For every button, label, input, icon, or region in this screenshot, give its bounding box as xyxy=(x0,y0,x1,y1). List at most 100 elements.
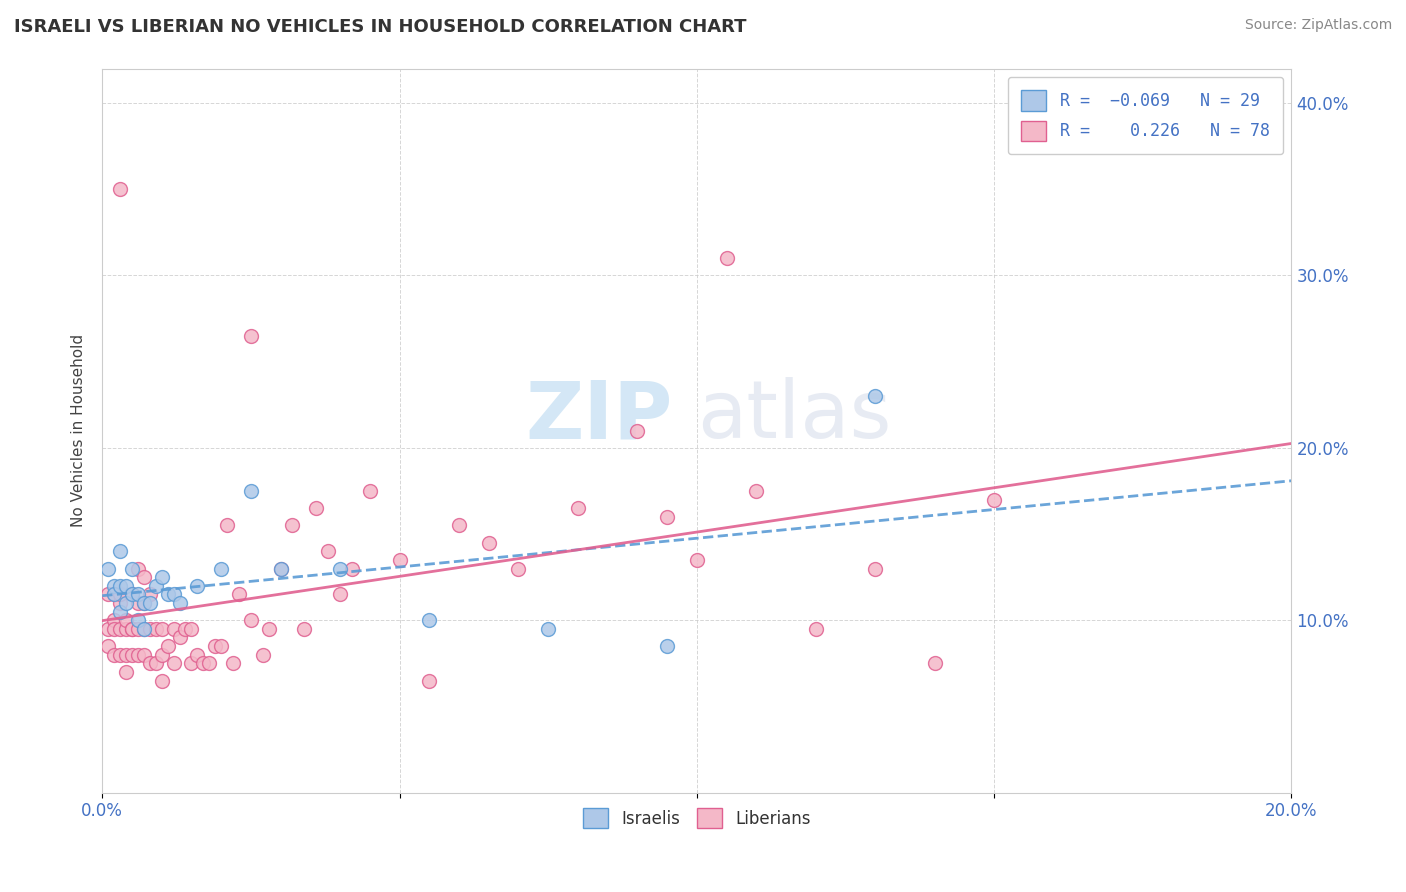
Point xyxy=(169,596,191,610)
Point xyxy=(145,657,167,671)
Point xyxy=(204,639,226,653)
Point xyxy=(127,587,149,601)
Point xyxy=(193,657,215,671)
Point xyxy=(103,648,125,662)
Point xyxy=(108,544,131,558)
Point xyxy=(108,182,131,196)
Point xyxy=(108,622,131,636)
Point xyxy=(103,587,125,601)
Point xyxy=(217,518,239,533)
Point xyxy=(228,587,250,601)
Text: atlas: atlas xyxy=(697,377,891,455)
Point xyxy=(127,613,149,627)
Point xyxy=(103,622,125,636)
Point xyxy=(132,596,155,610)
Point xyxy=(103,579,125,593)
Point xyxy=(115,596,138,610)
Point xyxy=(418,673,440,688)
Point xyxy=(103,613,125,627)
Point xyxy=(169,631,191,645)
Point xyxy=(567,501,589,516)
Point xyxy=(388,553,411,567)
Point xyxy=(121,648,143,662)
Point xyxy=(537,622,560,636)
Point xyxy=(115,622,138,636)
Point xyxy=(745,483,768,498)
Point xyxy=(209,639,232,653)
Point xyxy=(132,648,155,662)
Point xyxy=(252,648,274,662)
Point xyxy=(108,579,131,593)
Point xyxy=(150,648,173,662)
Point xyxy=(198,657,221,671)
Point xyxy=(132,622,155,636)
Point xyxy=(863,561,886,575)
Point xyxy=(121,622,143,636)
Point xyxy=(132,570,155,584)
Text: ZIP: ZIP xyxy=(526,377,673,455)
Point xyxy=(139,596,162,610)
Point xyxy=(508,561,530,575)
Point xyxy=(108,648,131,662)
Point xyxy=(150,622,173,636)
Point xyxy=(127,648,149,662)
Point xyxy=(162,587,184,601)
Point xyxy=(103,587,125,601)
Point xyxy=(150,673,173,688)
Point xyxy=(239,328,262,343)
Point xyxy=(626,424,648,438)
Point xyxy=(447,518,470,533)
Point xyxy=(115,648,138,662)
Point xyxy=(108,605,131,619)
Point xyxy=(121,587,143,601)
Point xyxy=(863,389,886,403)
Point xyxy=(270,561,292,575)
Point xyxy=(305,501,328,516)
Point xyxy=(340,561,363,575)
Point xyxy=(139,622,162,636)
Point xyxy=(121,622,143,636)
Text: Source: ZipAtlas.com: Source: ZipAtlas.com xyxy=(1244,18,1392,32)
Point xyxy=(174,622,197,636)
Point xyxy=(150,570,173,584)
Point xyxy=(115,665,138,679)
Point xyxy=(121,561,143,575)
Point xyxy=(329,561,352,575)
Point xyxy=(209,561,232,575)
Point xyxy=(239,483,262,498)
Point xyxy=(186,648,208,662)
Point xyxy=(983,492,1005,507)
Point xyxy=(239,613,262,627)
Point xyxy=(97,622,120,636)
Point xyxy=(115,579,138,593)
Point xyxy=(329,587,352,601)
Point xyxy=(97,587,120,601)
Point xyxy=(108,587,131,601)
Point xyxy=(127,622,149,636)
Point xyxy=(97,639,120,653)
Point xyxy=(115,613,138,627)
Point xyxy=(121,587,143,601)
Point xyxy=(156,639,179,653)
Point xyxy=(924,657,946,671)
Point xyxy=(162,657,184,671)
Point xyxy=(316,544,339,558)
Legend: Israelis, Liberians: Israelis, Liberians xyxy=(576,801,817,835)
Point xyxy=(145,622,167,636)
Point xyxy=(222,657,245,671)
Point xyxy=(162,622,184,636)
Point xyxy=(292,622,315,636)
Point xyxy=(97,561,120,575)
Point xyxy=(156,587,179,601)
Point xyxy=(145,579,167,593)
Point xyxy=(127,596,149,610)
Point xyxy=(257,622,280,636)
Point xyxy=(804,622,827,636)
Point xyxy=(270,561,292,575)
Point xyxy=(686,553,709,567)
Point xyxy=(108,596,131,610)
Text: ISRAELI VS LIBERIAN NO VEHICLES IN HOUSEHOLD CORRELATION CHART: ISRAELI VS LIBERIAN NO VEHICLES IN HOUSE… xyxy=(14,18,747,36)
Point xyxy=(180,622,202,636)
Point xyxy=(132,596,155,610)
Point xyxy=(281,518,304,533)
